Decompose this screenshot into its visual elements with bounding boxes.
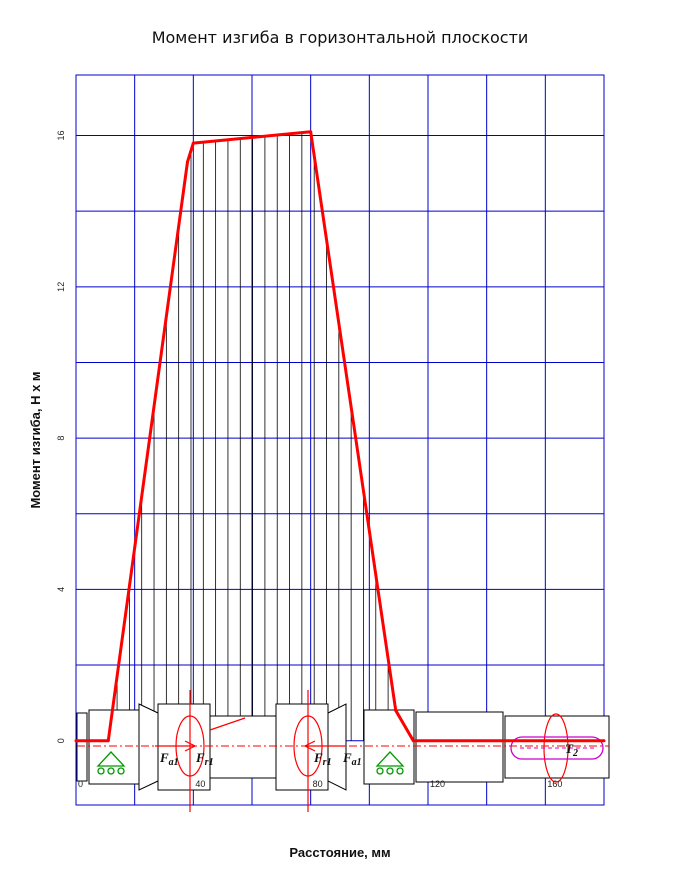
- shaft-step: [415, 711, 504, 783]
- label-fr1-right: Fr1: [313, 750, 332, 768]
- curve-point: [74, 739, 78, 743]
- moment-hatching: [116, 132, 401, 741]
- y-tick-label: 8: [56, 436, 66, 441]
- curve-point: [185, 160, 189, 164]
- moment-curve: [76, 130, 604, 743]
- grid: [75, 74, 605, 806]
- shaft-drawing: [76, 703, 610, 791]
- curve-point: [602, 739, 606, 743]
- shaft-shoulder-right: [327, 703, 347, 791]
- x-ticks: 0 40 80 120 160: [78, 779, 562, 789]
- y-tick-label: 12: [56, 282, 66, 292]
- x-axis-label: Расстояние, мм: [289, 845, 391, 860]
- curve-point: [411, 739, 415, 743]
- x-tick-label: 80: [313, 779, 323, 789]
- curve-layer: [74, 130, 606, 743]
- chart-title: Момент изгиба в горизонтальной плоскости: [151, 28, 529, 47]
- gear-left: [157, 703, 211, 791]
- support-left: [96, 751, 126, 775]
- shaft-output-end: [504, 715, 610, 779]
- shaft-end-left: [76, 712, 88, 782]
- x-tick-label: 0: [78, 779, 83, 789]
- bearing-right: [363, 709, 415, 785]
- shaft-shoulder-left: [138, 703, 159, 791]
- y-tick-label: 16: [56, 131, 66, 141]
- y-ticks: 0 4 8 12 16: [56, 131, 66, 744]
- torque-key-outline: [510, 736, 604, 760]
- force-arrows: [155, 690, 569, 812]
- x-tick-label: 120: [430, 779, 445, 789]
- label-fa1-left: Fa1: [159, 750, 179, 768]
- plot-frame: [75, 74, 605, 806]
- x-tick-label: 40: [195, 779, 205, 789]
- curve-point: [106, 739, 110, 743]
- support-right: [375, 751, 405, 775]
- y-tick-label: 4: [56, 587, 66, 592]
- x-tick-label: 160: [547, 779, 562, 789]
- shaft-neck: [209, 715, 277, 779]
- y-tick-label: 0: [56, 738, 66, 743]
- curve-point: [394, 708, 398, 712]
- label-t2: T2: [565, 741, 578, 759]
- label-fa1-right: Fa1: [342, 750, 362, 768]
- curve-point: [191, 141, 195, 145]
- curve-point: [309, 130, 313, 134]
- gear-right: [275, 703, 329, 791]
- label-fr1-left: Fr1: [195, 750, 214, 768]
